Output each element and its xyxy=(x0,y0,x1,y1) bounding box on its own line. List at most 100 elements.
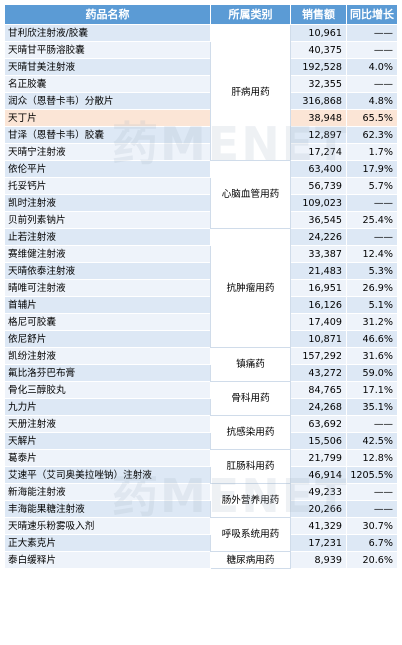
growth-value: 26.9% xyxy=(346,279,398,297)
growth-value: 1.7% xyxy=(346,143,398,161)
growth-value: —— xyxy=(346,75,398,93)
table-row: 润众（恩替卡韦）分散片 316,868 4.8% xyxy=(4,92,398,110)
growth-value: —— xyxy=(346,483,398,501)
category-cell: 抗肿瘤用药 xyxy=(210,228,291,348)
sales-value: 49,233 xyxy=(290,483,347,501)
drug-name: 骨化三醇胶丸 xyxy=(4,381,211,399)
header-category: 所属类别 xyxy=(210,4,291,25)
growth-value: 35.1% xyxy=(346,398,398,416)
drug-name: 首辅片 xyxy=(4,296,211,314)
drug-name: 天丁片 xyxy=(4,109,211,127)
growth-value: 5.7% xyxy=(346,177,398,195)
category-cell: 肠外营养用药 xyxy=(210,483,291,518)
drug-name: 天晴甘平肠溶胶囊 xyxy=(4,41,211,59)
table-row: 艾速平（艾司奥美拉唑钠）注射液 46,914 1205.5% xyxy=(4,466,398,484)
sales-value: 33,387 xyxy=(290,245,347,263)
growth-value: 59.0% xyxy=(346,364,398,382)
drug-name: 甘泽（恩替卡韦）胶囊 xyxy=(4,126,211,144)
header-drug-name: 药品名称 xyxy=(4,4,211,25)
sales-value: 17,231 xyxy=(290,534,347,552)
table-row: 天晴宁注射液 17,274 1.7% xyxy=(4,143,398,161)
sales-value: 84,765 xyxy=(290,381,347,399)
table-row: 凯时注射液 109,023 —— xyxy=(4,194,398,212)
growth-value: 5.1% xyxy=(346,296,398,314)
drug-name: 甘利欣注射液/胶囊 xyxy=(4,24,211,42)
table-row: 名正胶囊 32,355 —— xyxy=(4,75,398,93)
table-row: 天晴甘平肠溶胶囊 40,375 —— xyxy=(4,41,398,59)
header-growth: 同比增长 xyxy=(346,4,398,25)
drug-name: 天晴宁注射液 xyxy=(4,143,211,161)
sales-value: 15,506 xyxy=(290,432,347,450)
growth-value: —— xyxy=(346,194,398,212)
growth-value: 6.7% xyxy=(346,534,398,552)
category-cell: 呼吸系统用药 xyxy=(210,517,291,552)
growth-value: —— xyxy=(346,228,398,246)
drug-name: 依伦平片 xyxy=(4,160,211,178)
sales-value: 20,266 xyxy=(290,500,347,518)
table-row: 葛泰片 肛肠科用药 21,799 12.8% xyxy=(4,449,398,484)
growth-value: 5.3% xyxy=(346,262,398,280)
table-row: 甘泽（恩替卡韦）胶囊 12,897 62.3% xyxy=(4,126,398,144)
sales-value: 43,272 xyxy=(290,364,347,382)
growth-value: —— xyxy=(346,24,398,42)
table-row: 贝前列素钠片 36,545 25.4% xyxy=(4,211,398,229)
sales-value: 40,375 xyxy=(290,41,347,59)
table-row: 丰海能果糖注射液 20,266 —— xyxy=(4,500,398,518)
sales-value: 56,739 xyxy=(290,177,347,195)
header-sales: 销售额 xyxy=(290,4,347,25)
table-row: 依伦平片 心脑血管用药 63,400 17.9% xyxy=(4,160,398,229)
table-row: 新海能注射液 肠外营养用药 49,233 —— xyxy=(4,483,398,518)
table-row: 天晴依泰注射液 21,483 5.3% xyxy=(4,262,398,280)
sales-value: 21,483 xyxy=(290,262,347,280)
sales-value: 10,871 xyxy=(290,330,347,348)
drug-name: 晴唯可注射液 xyxy=(4,279,211,297)
drug-name: 天解片 xyxy=(4,432,211,450)
category-cell: 抗感染用药 xyxy=(210,415,291,450)
table-row: 骨化三醇胶丸 骨科用药 84,765 17.1% xyxy=(4,381,398,416)
sales-value: 10,961 xyxy=(290,24,347,42)
drug-name: 贝前列素钠片 xyxy=(4,211,211,229)
drug-name: 托妥钙片 xyxy=(4,177,211,195)
sales-value: 63,400 xyxy=(290,160,347,178)
sales-value: 46,914 xyxy=(290,466,347,484)
drug-name: 天晴速乐粉雾吸入剂 xyxy=(4,517,211,535)
table-row: 晴唯可注射液 16,951 26.9% xyxy=(4,279,398,297)
table-row: 天丁片 38,948 65.5% xyxy=(4,109,398,127)
table-row: 止若注射液 抗肿瘤用药 24,226 —— xyxy=(4,228,398,348)
table-row: 氟比洛芬巴布膏 43,272 59.0% xyxy=(4,364,398,382)
sales-value: 12,897 xyxy=(290,126,347,144)
sales-value: 192,528 xyxy=(290,58,347,76)
growth-value: 20.6% xyxy=(346,551,398,569)
sales-value: 32,355 xyxy=(290,75,347,93)
growth-value: 25.4% xyxy=(346,211,398,229)
drug-name: 九力片 xyxy=(4,398,211,416)
sales-value: 16,126 xyxy=(290,296,347,314)
growth-value: 31.6% xyxy=(346,347,398,365)
drug-name: 凯纷注射液 xyxy=(4,347,211,365)
growth-value: 65.5% xyxy=(346,109,398,127)
category-cell: 肝病用药 xyxy=(210,24,291,161)
table-row: 泰白缓释片 糖尿病用药 8,939 20.6% xyxy=(4,551,398,569)
sales-table-container: 药品名称 所属类别 销售额 同比增长 甘利欣注射液/胶囊 肝病用药 10,961… xyxy=(4,4,398,569)
category-cell: 心脑血管用药 xyxy=(210,160,291,229)
drug-name: 依尼舒片 xyxy=(4,330,211,348)
growth-value: 17.9% xyxy=(346,160,398,178)
sales-value: 38,948 xyxy=(290,109,347,127)
category-cell: 肛肠科用药 xyxy=(210,449,291,484)
growth-value: —— xyxy=(346,41,398,59)
table-header-row: 药品名称 所属类别 销售额 同比增长 xyxy=(4,4,398,25)
drug-name: 名正胶囊 xyxy=(4,75,211,93)
sales-value: 36,545 xyxy=(290,211,347,229)
table-row: 甘利欣注射液/胶囊 肝病用药 10,961 —— xyxy=(4,24,398,161)
drug-name: 天册注射液 xyxy=(4,415,211,433)
growth-value: 31.2% xyxy=(346,313,398,331)
sales-value: 8,939 xyxy=(290,551,347,569)
drug-name: 丰海能果糖注射液 xyxy=(4,500,211,518)
sales-table: 药品名称 所属类别 销售额 同比增长 甘利欣注射液/胶囊 肝病用药 10,961… xyxy=(4,4,398,569)
growth-value: 4.8% xyxy=(346,92,398,110)
drug-name: 天晴依泰注射液 xyxy=(4,262,211,280)
drug-name: 止若注射液 xyxy=(4,228,211,246)
growth-value: —— xyxy=(346,500,398,518)
table-row: 赛维健注射液 33,387 12.4% xyxy=(4,245,398,263)
table-row: 依尼舒片 10,871 46.6% xyxy=(4,330,398,348)
